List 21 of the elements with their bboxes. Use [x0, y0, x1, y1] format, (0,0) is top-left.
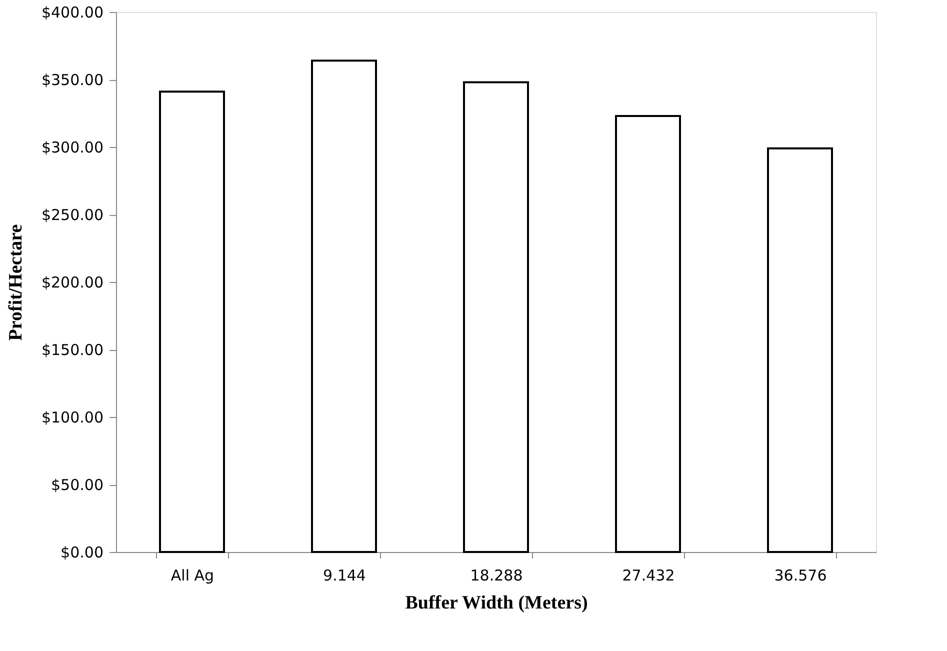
x-tick-label: 36.576 — [774, 566, 827, 584]
y-tick-label: $200.00 — [41, 274, 104, 292]
y-axis-title: Profit/Hectare — [5, 224, 26, 341]
bar — [463, 81, 529, 553]
y-tick-label: $150.00 — [41, 341, 104, 359]
x-tick-label: All Ag — [170, 566, 214, 584]
bar — [311, 60, 377, 553]
bar — [767, 147, 833, 553]
y-tick-label: $50.00 — [51, 476, 104, 494]
x-tick-label: 18.288 — [470, 566, 523, 584]
y-tick-label: $100.00 — [41, 408, 104, 426]
y-tick-label: $0.00 — [60, 544, 104, 562]
bar — [159, 90, 225, 553]
y-tick-label: $400.00 — [41, 4, 104, 22]
x-axis-title: Buffer Width (Meters) — [405, 592, 588, 614]
x-tick-label: 9.144 — [323, 566, 366, 584]
y-tick-label: $250.00 — [41, 206, 104, 224]
y-tick-label: $300.00 — [41, 138, 104, 156]
y-tick-label: $350.00 — [41, 71, 104, 89]
x-tick-label: 27.432 — [622, 566, 675, 584]
bar — [615, 114, 681, 553]
